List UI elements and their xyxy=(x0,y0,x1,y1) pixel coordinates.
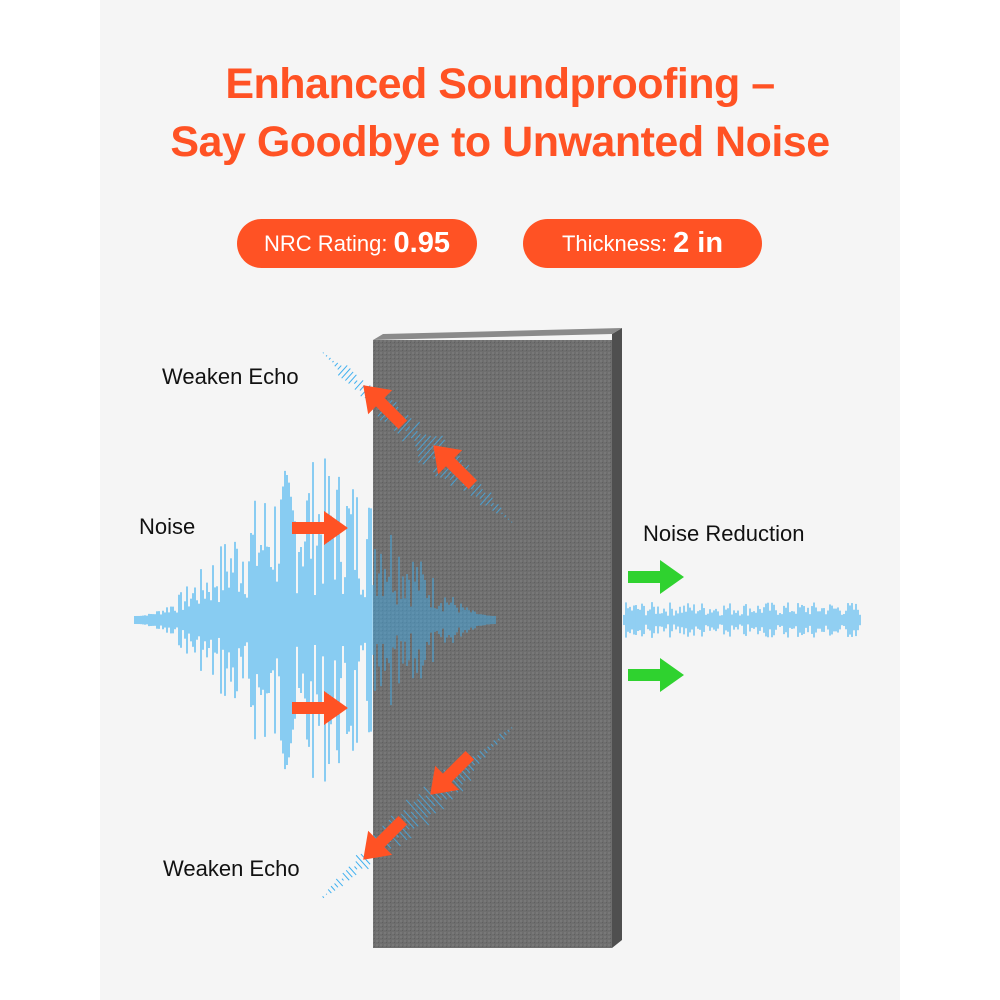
echo-wave-bar xyxy=(354,866,358,870)
echo-wave-bar xyxy=(510,727,513,729)
echo-wave-bar xyxy=(345,870,353,878)
arrow-right-green-icon xyxy=(628,658,684,692)
arrow-right-icon xyxy=(292,511,348,545)
echo-wave-bar xyxy=(417,799,431,815)
echo-wave-bar xyxy=(425,795,436,807)
arrow-down-left-icon xyxy=(430,750,475,795)
arrow-down-left-icon xyxy=(363,815,408,860)
echo-wave-bar xyxy=(348,374,357,384)
title-line-1: Enhanced Soundproofing – xyxy=(225,60,775,108)
echo-wave-bar xyxy=(422,439,446,465)
echo-wave-bar xyxy=(490,502,494,507)
echo-wave-bar xyxy=(337,365,348,376)
title-line-2: Say Goodbye to Unwanted Noise xyxy=(170,118,830,166)
echo-wave-bar xyxy=(334,362,339,367)
badge-value: 2 in xyxy=(673,227,724,259)
echo-wave-bar xyxy=(418,793,437,814)
echo-wave-bar xyxy=(322,352,324,354)
echo-wave-bar xyxy=(405,426,411,432)
echo-wave-bar xyxy=(341,878,344,881)
echo-wave-bar xyxy=(342,872,350,881)
echo-wave-bar xyxy=(483,749,488,754)
echo-wave-bar xyxy=(504,515,507,518)
label-noise-reduction: Noise Reduction xyxy=(643,521,805,546)
arrow-up-left-icon xyxy=(363,385,408,430)
echo-wave-bar xyxy=(507,518,510,520)
arrow-up-left-icon xyxy=(433,445,478,490)
echo-wave-bar xyxy=(325,354,328,357)
echo-wave-bar xyxy=(492,503,499,512)
echo-wave-bar xyxy=(325,893,328,895)
echo-wave-bar xyxy=(497,738,500,741)
badge-label: NRC Rating: xyxy=(264,230,388,256)
echo-wave-bar xyxy=(493,740,498,745)
label-weaken-echo-top: Weaken Echo xyxy=(162,364,299,389)
badge-value: 0.95 xyxy=(393,227,450,259)
echo-wave-bar xyxy=(499,733,505,740)
echo-wave-bar xyxy=(353,380,358,384)
echo-wave-bar xyxy=(511,521,513,523)
echo-wave-bar xyxy=(475,488,483,497)
echo-wave-bar xyxy=(355,854,369,870)
echo-wave-bar xyxy=(410,811,418,820)
echo-wave-bar xyxy=(503,732,507,736)
echo-wave-bar xyxy=(322,896,325,899)
panel-side xyxy=(612,328,622,948)
echo-wave-bar xyxy=(418,435,443,463)
label-weaken-echo-bottom: Weaken Echo xyxy=(163,856,300,881)
page-title: Enhanced Soundproofing – Say Goodbye to … xyxy=(100,55,900,171)
nrc-rating-badge: NRC Rating: 0.95 xyxy=(237,219,477,268)
echo-wave-bar xyxy=(355,861,363,869)
arrow-right-green-icon xyxy=(628,560,684,594)
echo-wave-bar xyxy=(348,866,357,876)
echo-wave-bar xyxy=(501,512,503,515)
echo-wave-bar xyxy=(479,492,492,506)
echo-wave-bar xyxy=(507,729,510,733)
echo-wave-bar xyxy=(485,497,493,506)
echo-wave-bar xyxy=(414,433,421,442)
echo-wave-bar xyxy=(417,435,431,452)
echo-wave-bar xyxy=(472,756,480,764)
echo-wave-bar xyxy=(332,360,334,363)
echo-wave-bar xyxy=(405,799,430,826)
echo-wave-bar xyxy=(413,801,429,818)
echo-wave-bar xyxy=(479,492,486,500)
echo-wave-bar xyxy=(403,809,419,827)
echo-wave-bar xyxy=(341,368,351,379)
thickness-badge: Thickness: 2 in xyxy=(523,219,762,268)
echo-wave-bar xyxy=(490,743,494,747)
panel-top xyxy=(373,328,622,340)
echo-wave-bar xyxy=(470,483,482,497)
echo-wave-bar xyxy=(400,813,415,829)
echo-wave-bar xyxy=(410,430,418,439)
echo-wave-bar xyxy=(397,417,412,434)
echo-wave-bar xyxy=(335,878,344,887)
badge-label: Thickness: xyxy=(561,230,668,256)
echo-wave-bar xyxy=(354,380,364,390)
echo-wave-bar xyxy=(417,435,437,457)
echo-wave-bar xyxy=(328,357,331,360)
label-noise: Noise xyxy=(139,514,196,539)
echo-wave-bar xyxy=(327,889,332,894)
echo-wave-bar xyxy=(402,421,420,442)
echo-wave-bar xyxy=(344,371,354,381)
echo-wave-bar xyxy=(337,365,342,370)
echo-wave-bar xyxy=(470,484,475,490)
echo-wave-bar xyxy=(495,507,502,514)
echo-wave-bar xyxy=(334,883,339,888)
echo-wave-bar xyxy=(477,754,482,760)
echo-wave-bar xyxy=(479,750,486,758)
arrow-right-icon xyxy=(292,691,348,725)
echo-wave-bar xyxy=(415,434,427,447)
echo-wave-bar xyxy=(487,746,491,751)
echo-wave-bar xyxy=(423,786,445,810)
echo-wave-bar xyxy=(330,885,336,891)
